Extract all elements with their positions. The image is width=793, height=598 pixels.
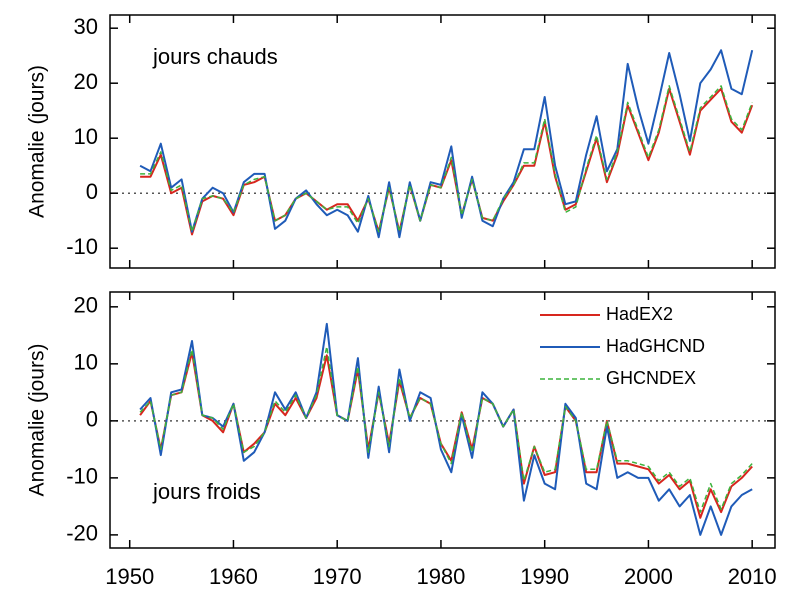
- y-tick-label: 10: [74, 350, 98, 375]
- y-tick-label: 20: [74, 69, 98, 94]
- y-tick-label: -10: [66, 464, 98, 489]
- series-line: [140, 87, 754, 236]
- y-axis-label: Anomalie (jours): [26, 65, 49, 218]
- x-tick-label: 1990: [520, 564, 569, 589]
- legend-label: HadGHCND: [606, 336, 705, 356]
- y-tick-label: -20: [66, 521, 98, 546]
- y-tick-label: 0: [86, 179, 98, 204]
- x-tick-label: 1970: [313, 564, 362, 589]
- x-tick-label: 2000: [624, 564, 673, 589]
- y-tick-label: 20: [74, 293, 98, 318]
- x-tick-label: 2010: [728, 564, 777, 589]
- series-line: [139, 322, 753, 536]
- plot-frame: [109, 291, 776, 549]
- plot-frame: [109, 14, 776, 269]
- legend-label: HadEX2: [606, 304, 673, 324]
- annotation: jours froids: [152, 479, 261, 504]
- legend-label: GHCNDEX: [606, 368, 696, 388]
- series-line: [139, 345, 753, 513]
- annotation: jours chauds: [152, 44, 278, 69]
- x-tick-label: 1980: [416, 564, 465, 589]
- y-axis-label: Anomalie (jours): [26, 344, 49, 497]
- y-tick-label: 30: [74, 14, 98, 39]
- y-tick-label: 0: [86, 407, 98, 432]
- x-tick-label: 1950: [105, 564, 154, 589]
- series-line: [140, 85, 753, 233]
- y-tick-label: -10: [66, 234, 98, 259]
- y-tick-label: 10: [74, 124, 98, 149]
- x-tick-label: 1960: [209, 564, 258, 589]
- series-line: [139, 49, 754, 239]
